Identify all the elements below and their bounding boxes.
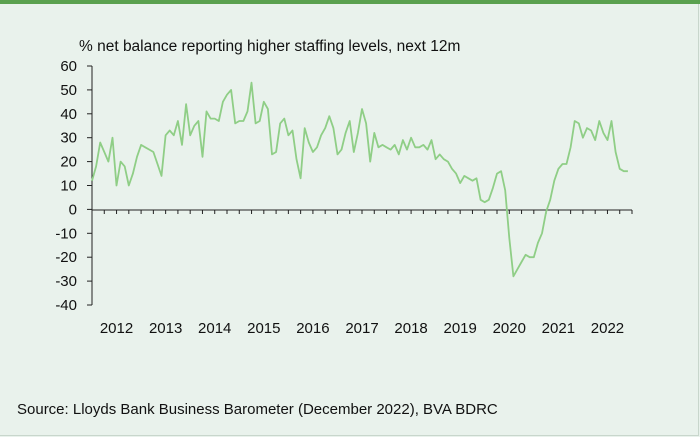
x-axis: 2012 2013 2014 2015 2016 2017 2018 2019 2020 2021… [91, 209, 633, 337]
y-tick-label: 0 [69, 201, 77, 218]
y-tick-label: 40 [60, 106, 77, 123]
x-tick-label: 2014 [198, 320, 231, 337]
x-tick-label: 2012 [100, 320, 133, 337]
y-tick-label: 30 [60, 130, 77, 147]
y-tick-label: 50 [60, 82, 77, 99]
y-tick-label: -40 [55, 297, 77, 314]
x-tick-label: 2015 [247, 320, 280, 337]
series-line [91, 81, 628, 278]
y-tick-label: -30 [55, 273, 77, 290]
y-tick-label: 60 [60, 58, 77, 75]
x-tick-label: 2017 [345, 320, 378, 337]
x-tick-label: 2016 [296, 320, 329, 337]
chart-frame [0, 4, 699, 436]
y-axis: 60 50 40 30 20 10 0 -10 -20 -30 -40 [55, 58, 93, 314]
y-tick-label: -20 [55, 249, 77, 266]
x-tick-label: 2022 [591, 320, 624, 337]
chart-title: % net balance reporting higher staffing … [79, 38, 461, 55]
y-tick-label: 20 [60, 154, 77, 171]
source-note: Source: Lloyds Bank Business Barometer (… [17, 401, 498, 418]
y-tick-label: -10 [55, 225, 77, 242]
top-accent-rule [0, 0, 700, 4]
x-tick-label: 2019 [443, 320, 476, 337]
x-tick-label: 2018 [394, 320, 427, 337]
x-tick-label: 2020 [493, 320, 526, 337]
x-tick-label: 2021 [542, 320, 575, 337]
x-tick-label: 2013 [149, 320, 182, 337]
y-tick-label: 10 [60, 178, 77, 195]
plot-area [91, 81, 628, 278]
